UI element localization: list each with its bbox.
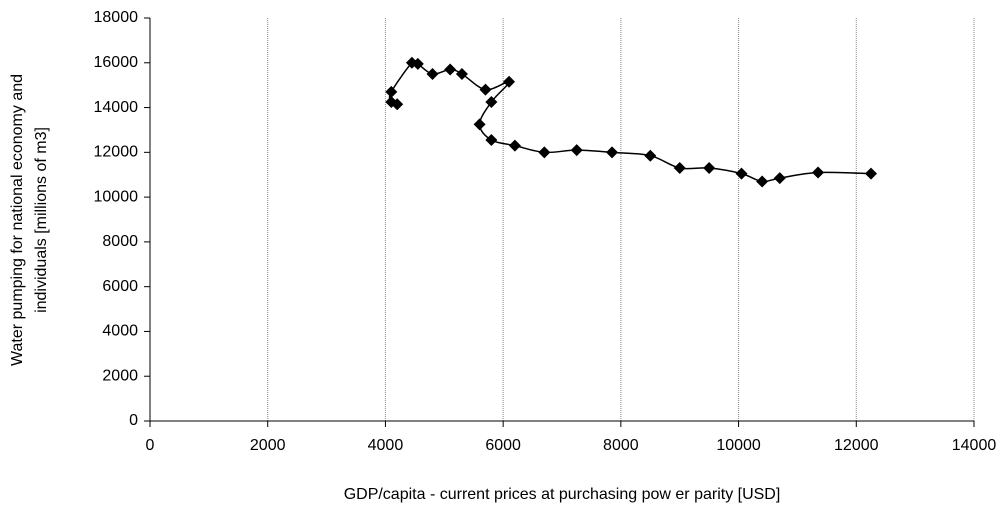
marker [773,172,786,185]
y-tick-label: 10000 [94,188,139,205]
marker [508,139,521,152]
y-tick-label: 16000 [94,54,139,71]
marker [644,149,657,162]
marker [479,83,492,96]
x-tick-label: 10000 [716,437,761,454]
marker [735,167,748,180]
marker [385,85,398,98]
marker [606,146,619,159]
y-tick-label: 0 [129,412,138,429]
marker [503,75,516,88]
x-tick-label: 14000 [952,437,997,454]
marker [812,166,825,179]
marker [756,175,769,188]
marker [444,63,457,76]
x-axis-label: GDP/capita - current prices at purchasin… [344,486,781,503]
marker [703,162,716,175]
y-tick-label: 14000 [94,99,139,116]
y-tick-label: 18000 [94,9,139,26]
x-tick-label: 0 [146,437,155,454]
y-tick-label: 8000 [102,233,138,250]
marker [473,118,486,131]
x-tick-label: 2000 [250,437,286,454]
marker [385,95,398,108]
y-tick-label: 6000 [102,278,138,295]
marker [538,146,551,159]
x-tick-label: 12000 [834,437,879,454]
y-axis-label: individuals [millions of m3] [33,127,50,313]
y-tick-label: 2000 [102,367,138,384]
y-tick-label: 12000 [94,144,139,161]
x-tick-label: 8000 [603,437,639,454]
x-tick-label: 4000 [368,437,404,454]
marker [485,134,498,147]
y-tick-label: 4000 [102,323,138,340]
marker [455,67,468,80]
marker [426,67,439,80]
x-tick-label: 6000 [485,437,521,454]
marker [673,162,686,175]
y-axis-label: Water pumping for national economy and [9,74,26,366]
marker [411,57,424,70]
marker [485,95,498,108]
marker [865,167,877,180]
marker [570,144,583,157]
